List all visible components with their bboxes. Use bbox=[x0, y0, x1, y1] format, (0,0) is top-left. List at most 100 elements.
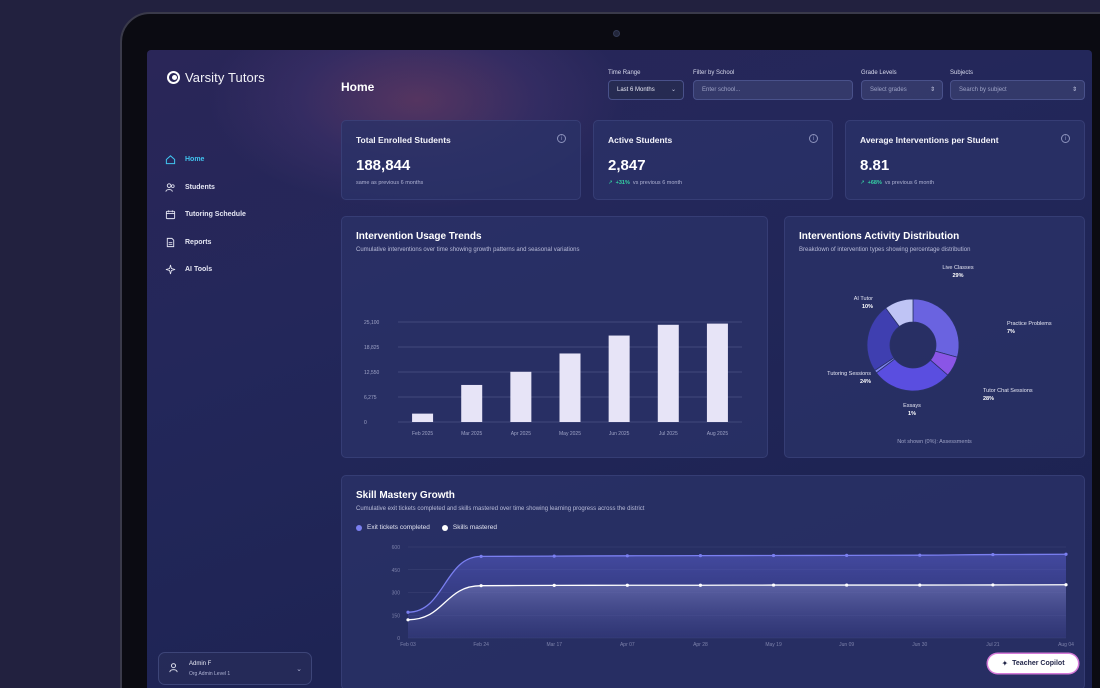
area-fill bbox=[408, 584, 1066, 638]
sidebar-item-reports[interactable]: Reports bbox=[165, 229, 246, 257]
camera-icon bbox=[613, 30, 620, 37]
bar[interactable] bbox=[412, 413, 434, 422]
y-tick-label: 12,550 bbox=[364, 370, 380, 376]
subjects-select[interactable]: Search by subject ⇕ bbox=[950, 80, 1085, 100]
data-point[interactable] bbox=[406, 610, 410, 614]
sidebar-item-label: Tutoring Schedule bbox=[185, 211, 246, 219]
y-tick-label: 0 bbox=[397, 636, 400, 642]
user-menu[interactable]: Admin F Org Admin Level 1 ⌄ bbox=[158, 652, 312, 685]
legend-dot bbox=[356, 524, 362, 531]
donut-note: Not shown (0%): Assessments bbox=[897, 439, 972, 445]
pie-slice[interactable] bbox=[885, 298, 914, 328]
x-tick-label: Feb 24 bbox=[473, 642, 489, 648]
kpi-sub: ↗ +68% vs previous 6 month bbox=[860, 180, 934, 186]
filter-label: Filter by School bbox=[693, 70, 735, 76]
bar[interactable] bbox=[657, 324, 679, 422]
data-point[interactable] bbox=[479, 554, 483, 559]
y-tick-label: 25,100 bbox=[364, 320, 380, 326]
kpi-sub-text: vs previous 6 month bbox=[884, 180, 935, 186]
distribution-card: Interventions Activity Distribution Brea… bbox=[784, 216, 1085, 458]
data-point[interactable] bbox=[1064, 552, 1068, 556]
data-point[interactable] bbox=[918, 583, 922, 587]
legend-label: Exit tickets completed bbox=[367, 524, 430, 531]
series-line bbox=[407, 553, 1067, 613]
chevron-updown-icon: ⇕ bbox=[1071, 87, 1077, 93]
sparkle-icon bbox=[165, 264, 176, 275]
data-point[interactable] bbox=[1064, 583, 1068, 587]
data-point[interactable] bbox=[918, 553, 922, 557]
data-point[interactable] bbox=[698, 554, 703, 558]
data-point[interactable] bbox=[845, 553, 849, 557]
kpi-card-active: Active Students i 2,847 ↗ +31% vs previo… bbox=[593, 120, 833, 200]
slice-label: Essays bbox=[903, 403, 921, 409]
subjects-filter: Subjects Search by subject ⇕ bbox=[950, 70, 1085, 100]
x-tick-label: Aug 04 bbox=[1058, 642, 1074, 648]
info-icon[interactable]: i bbox=[809, 134, 818, 143]
data-point[interactable] bbox=[625, 583, 629, 587]
data-point[interactable] bbox=[845, 583, 849, 587]
x-tick-label: Mar 2025 bbox=[461, 431, 482, 437]
data-point[interactable] bbox=[991, 583, 995, 587]
sidebar-item-students[interactable]: Students bbox=[165, 174, 246, 202]
y-tick-label: 150 bbox=[392, 613, 401, 619]
y-tick-label: 18,825 bbox=[364, 345, 380, 351]
info-icon[interactable]: i bbox=[1061, 134, 1070, 143]
slice-label: Live Classes bbox=[942, 265, 973, 271]
legend-item-exit-tickets[interactable]: Exit tickets completed bbox=[356, 524, 430, 531]
data-point[interactable] bbox=[479, 584, 483, 588]
slice-label: Tutoring Sessions bbox=[827, 371, 871, 377]
kpi-title: Active Students bbox=[608, 135, 673, 145]
legend-item-skills[interactable]: Skills mastered bbox=[441, 524, 497, 531]
time-range-select[interactable]: Last 6 Months ⌄ bbox=[608, 80, 684, 100]
grade-filter: Grade Levels Select grades ⇕ bbox=[861, 70, 943, 100]
slice-value-label: 1% bbox=[908, 411, 916, 417]
users-icon bbox=[165, 182, 176, 193]
y-tick-label: 600 bbox=[392, 545, 401, 551]
chevron-down-icon: ⌄ bbox=[296, 666, 302, 673]
data-point[interactable] bbox=[552, 554, 556, 558]
bar[interactable] bbox=[559, 353, 581, 422]
teacher-copilot-button[interactable]: ✦ Teacher Copilot bbox=[988, 654, 1078, 673]
school-input[interactable]: Enter school... bbox=[693, 80, 853, 100]
bar[interactable] bbox=[461, 384, 483, 422]
sidebar-item-tutoring-schedule[interactable]: Tutoring Schedule bbox=[165, 201, 246, 229]
slice-label: Practice Problems bbox=[1007, 321, 1052, 327]
school-input-placeholder: Enter school... bbox=[702, 87, 741, 93]
data-point[interactable] bbox=[406, 618, 410, 622]
slice-value-label: 7% bbox=[1007, 329, 1015, 335]
time-range-filter: Time Range Last 6 Months ⌄ bbox=[608, 70, 684, 100]
app-screen: Varsity Tutors Home Students Tutoring Sc… bbox=[147, 50, 1092, 688]
grade-select[interactable]: Select grades ⇕ bbox=[861, 80, 943, 100]
slice-value-label: 28% bbox=[983, 396, 994, 402]
document-icon bbox=[165, 237, 176, 248]
data-point[interactable] bbox=[771, 553, 776, 558]
bar[interactable] bbox=[608, 335, 630, 422]
user-role: Org Admin Level 1 bbox=[189, 670, 231, 677]
sidebar-item-home[interactable]: Home bbox=[165, 146, 246, 174]
logo-icon bbox=[167, 71, 180, 84]
pie-slice[interactable] bbox=[912, 298, 960, 358]
data-point[interactable] bbox=[625, 554, 629, 558]
x-tick-label: Mar 17 bbox=[546, 642, 562, 648]
card-subtitle: Cumulative exit tickets completed and sk… bbox=[356, 506, 645, 512]
data-point[interactable] bbox=[991, 552, 995, 557]
data-point[interactable] bbox=[771, 583, 776, 587]
usage-trends-card: Intervention Usage Trends Cumulative int… bbox=[341, 216, 768, 458]
data-point[interactable] bbox=[552, 583, 556, 587]
bar-chart: 0 6,275 12,550 18,825 25,100 Feb 2025 Mar 2025… bbox=[364, 320, 742, 437]
kpi-card-enrolled: Total Enrolled Students i 188,844 same a… bbox=[341, 120, 581, 200]
slice-label: Tutor Chat Sessions bbox=[983, 388, 1033, 394]
info-icon[interactable]: i bbox=[557, 134, 566, 143]
logo[interactable]: Varsity Tutors bbox=[167, 70, 265, 85]
chevron-updown-icon: ⇕ bbox=[929, 87, 935, 93]
legend-dot bbox=[441, 524, 448, 531]
bar[interactable] bbox=[510, 371, 532, 422]
data-point[interactable] bbox=[698, 583, 703, 587]
trend-up-icon: ↗ bbox=[608, 180, 613, 186]
kpi-title: Total Enrolled Students bbox=[356, 135, 451, 145]
bar[interactable] bbox=[706, 323, 728, 422]
slice-value-label: 24% bbox=[860, 379, 871, 385]
sidebar-item-ai-tools[interactable]: AI Tools bbox=[165, 256, 246, 284]
kpi-value: 188,844 bbox=[356, 157, 411, 174]
x-tick-label: Apr 28 bbox=[693, 642, 708, 648]
